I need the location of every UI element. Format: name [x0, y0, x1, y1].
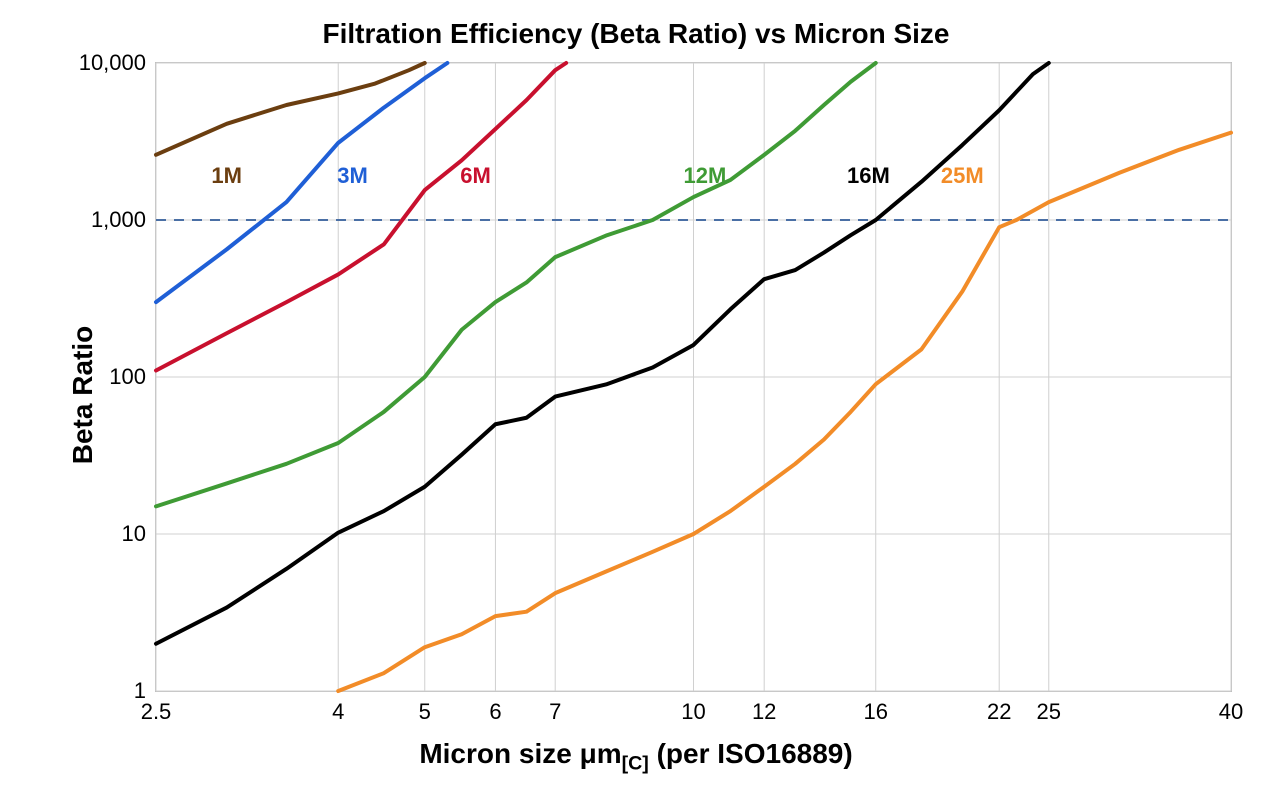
x-axis-title: Micron size μm[C] (per ISO16889) — [0, 738, 1272, 776]
x-tick-label: 16 — [863, 691, 887, 725]
x-tick-label: 22 — [987, 691, 1011, 725]
x-tick-label: 40 — [1219, 691, 1243, 725]
series-label-12M: 12M — [684, 163, 727, 189]
x-tick-label: 10 — [681, 691, 705, 725]
chart-container: Filtration Efficiency (Beta Ratio) vs Mi… — [0, 0, 1272, 790]
series-line-6M — [156, 63, 566, 371]
x-tick-label: 12 — [752, 691, 776, 725]
x-tick-label: 6 — [489, 691, 501, 725]
x-tick-label: 7 — [549, 691, 561, 725]
y-tick-label: 10,000 — [79, 50, 156, 76]
x-tick-label: 4 — [332, 691, 344, 725]
x-tick-label: 25 — [1037, 691, 1061, 725]
series-label-6M: 6M — [460, 163, 491, 189]
plot-svg — [156, 63, 1231, 691]
y-axis-title: Beta Ratio — [67, 326, 99, 464]
y-tick-label: 10 — [122, 521, 156, 547]
series-label-1M: 1M — [211, 163, 242, 189]
series-line-25M — [338, 133, 1231, 691]
series-label-3M: 3M — [337, 163, 368, 189]
x-tick-label: 5 — [419, 691, 431, 725]
y-tick-label: 100 — [109, 364, 156, 390]
series-label-16M: 16M — [847, 163, 890, 189]
y-tick-label: 1,000 — [91, 207, 156, 233]
plot-area: 1101001,00010,0002.545671012162225401M3M… — [155, 62, 1232, 692]
series-line-3M — [156, 63, 447, 302]
series-line-12M — [156, 63, 876, 506]
chart-title: Filtration Efficiency (Beta Ratio) vs Mi… — [0, 18, 1272, 50]
series-label-25M: 25M — [941, 163, 984, 189]
x-tick-label: 2.5 — [141, 691, 172, 725]
